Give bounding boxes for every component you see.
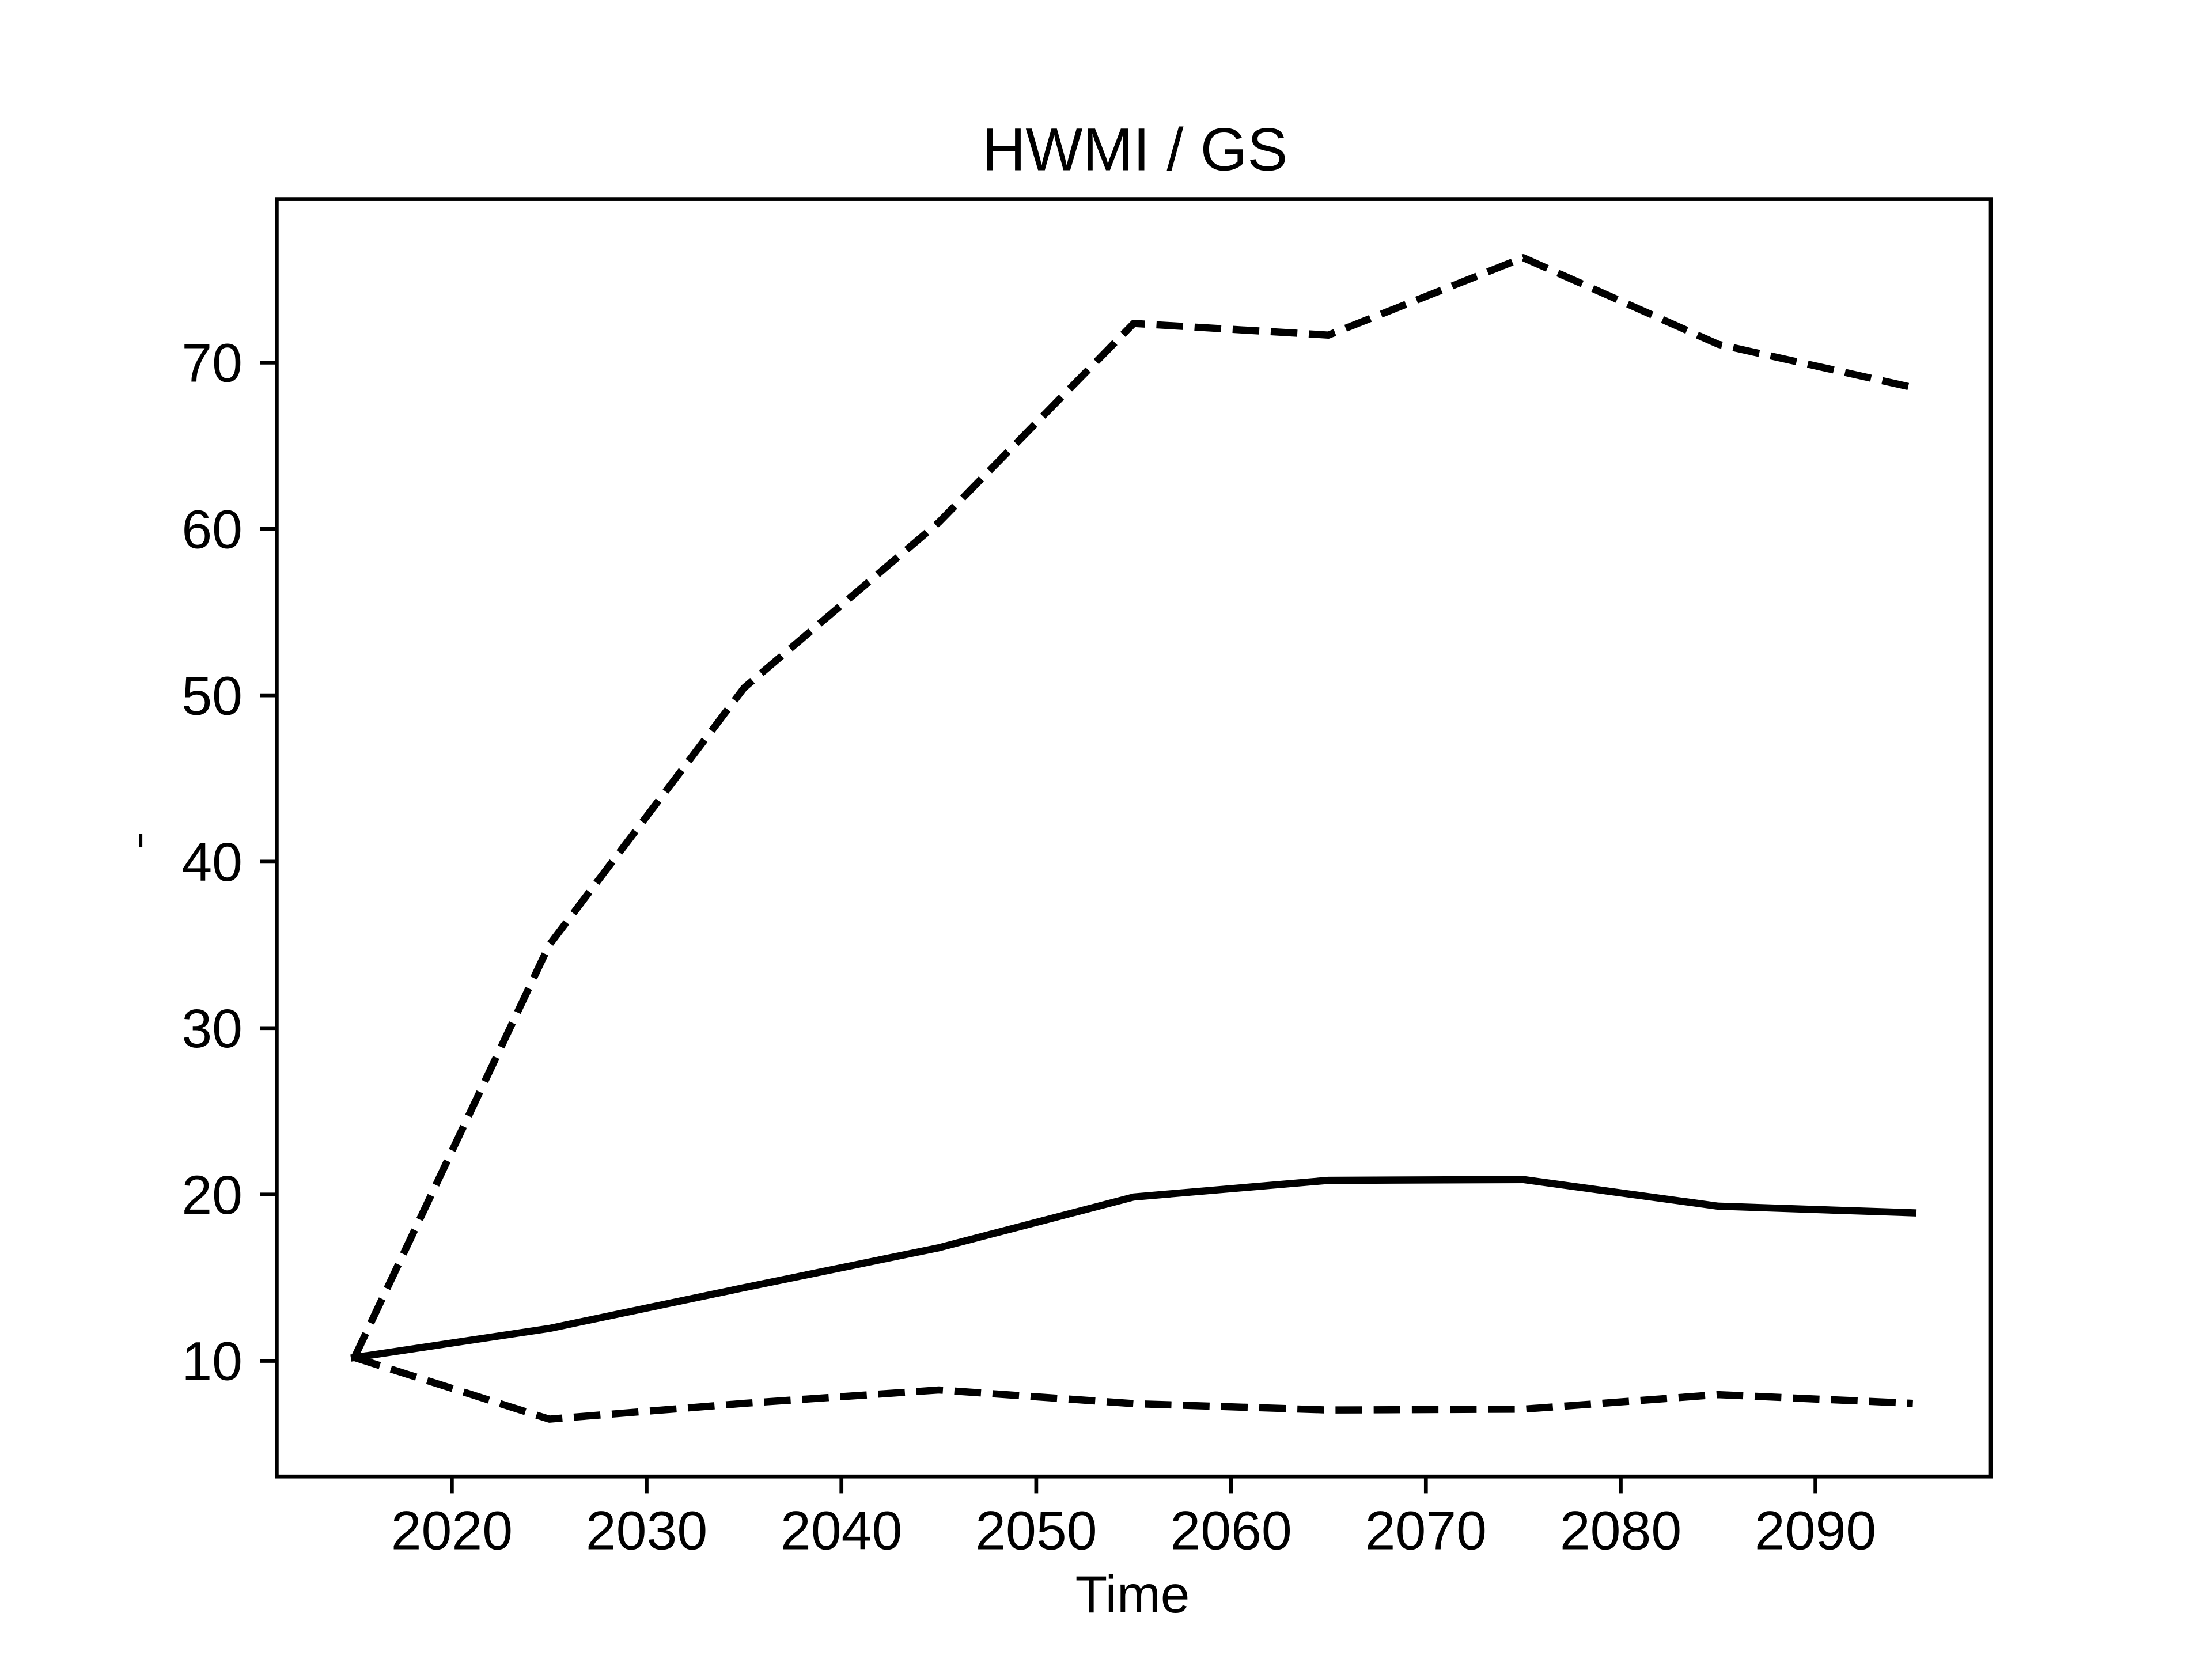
svg-text:30: 30 (181, 998, 243, 1059)
svg-text:50: 50 (181, 665, 243, 726)
svg-text:2090: 2090 (1755, 1500, 1876, 1561)
svg-text:2030: 2030 (586, 1500, 707, 1561)
svg-text:10: 10 (181, 1331, 243, 1392)
svg-text:40: 40 (181, 832, 243, 893)
svg-text:20: 20 (181, 1165, 243, 1226)
svg-text:2080: 2080 (1560, 1500, 1681, 1561)
svg-text:2040: 2040 (781, 1500, 902, 1561)
svg-text:HWMI / GS: HWMI / GS (982, 116, 1288, 184)
svg-text:Time: Time (1075, 1566, 1190, 1624)
svg-text:2050: 2050 (975, 1500, 1097, 1561)
svg-text:2070: 2070 (1365, 1500, 1487, 1561)
svg-text:70: 70 (181, 333, 243, 394)
svg-text:2060: 2060 (1170, 1500, 1291, 1561)
svg-text:2020: 2020 (391, 1500, 513, 1561)
svg-text:60: 60 (181, 499, 243, 560)
